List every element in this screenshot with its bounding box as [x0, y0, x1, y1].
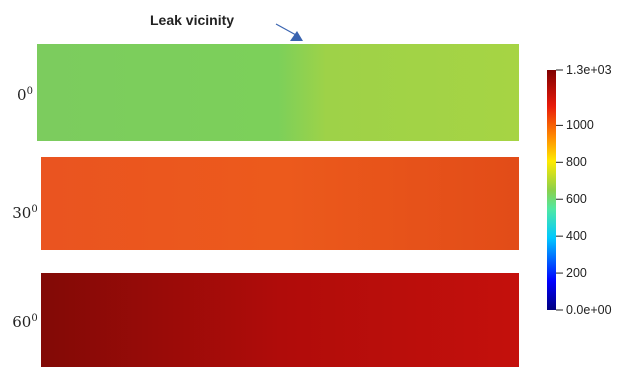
degree-superscript: 0: [31, 313, 38, 324]
panel-30-degrees: [41, 157, 519, 250]
degree-superscript: 0: [31, 204, 38, 215]
panel-60-degrees: [41, 273, 519, 367]
colorbar-tick-label: 1000: [566, 118, 594, 133]
panel-0-degrees: [37, 44, 519, 141]
colorbar-tick-label: 400: [566, 229, 587, 244]
colorbar-tick-label: 0.0e+00: [566, 303, 612, 317]
angle-value: 60: [12, 313, 32, 331]
angle-label-0: 00: [8, 86, 42, 104]
colorbar-tick-label: 600: [566, 192, 587, 207]
colorbar-tick-label: 200: [566, 266, 587, 281]
leak-arrow: [275, 23, 303, 41]
angle-label-30: 300: [8, 204, 42, 222]
angle-value: 0: [17, 86, 27, 104]
degree-superscript: 0: [26, 86, 33, 97]
angle-label-60: 600: [8, 313, 42, 331]
leak-vicinity-label: Leak vicinity: [150, 12, 235, 28]
colorbar-tick-label: 800: [566, 155, 587, 170]
colorbar: [547, 69, 563, 311]
angle-value: 30: [12, 204, 32, 222]
colorbar-tick-label: 1.3e+03: [566, 63, 612, 77]
